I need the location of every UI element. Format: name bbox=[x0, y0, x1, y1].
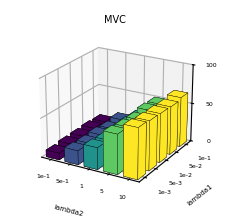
X-axis label: lambda2: lambda2 bbox=[53, 205, 84, 218]
Y-axis label: lambda1: lambda1 bbox=[186, 183, 214, 207]
Title: MVC: MVC bbox=[104, 15, 126, 25]
